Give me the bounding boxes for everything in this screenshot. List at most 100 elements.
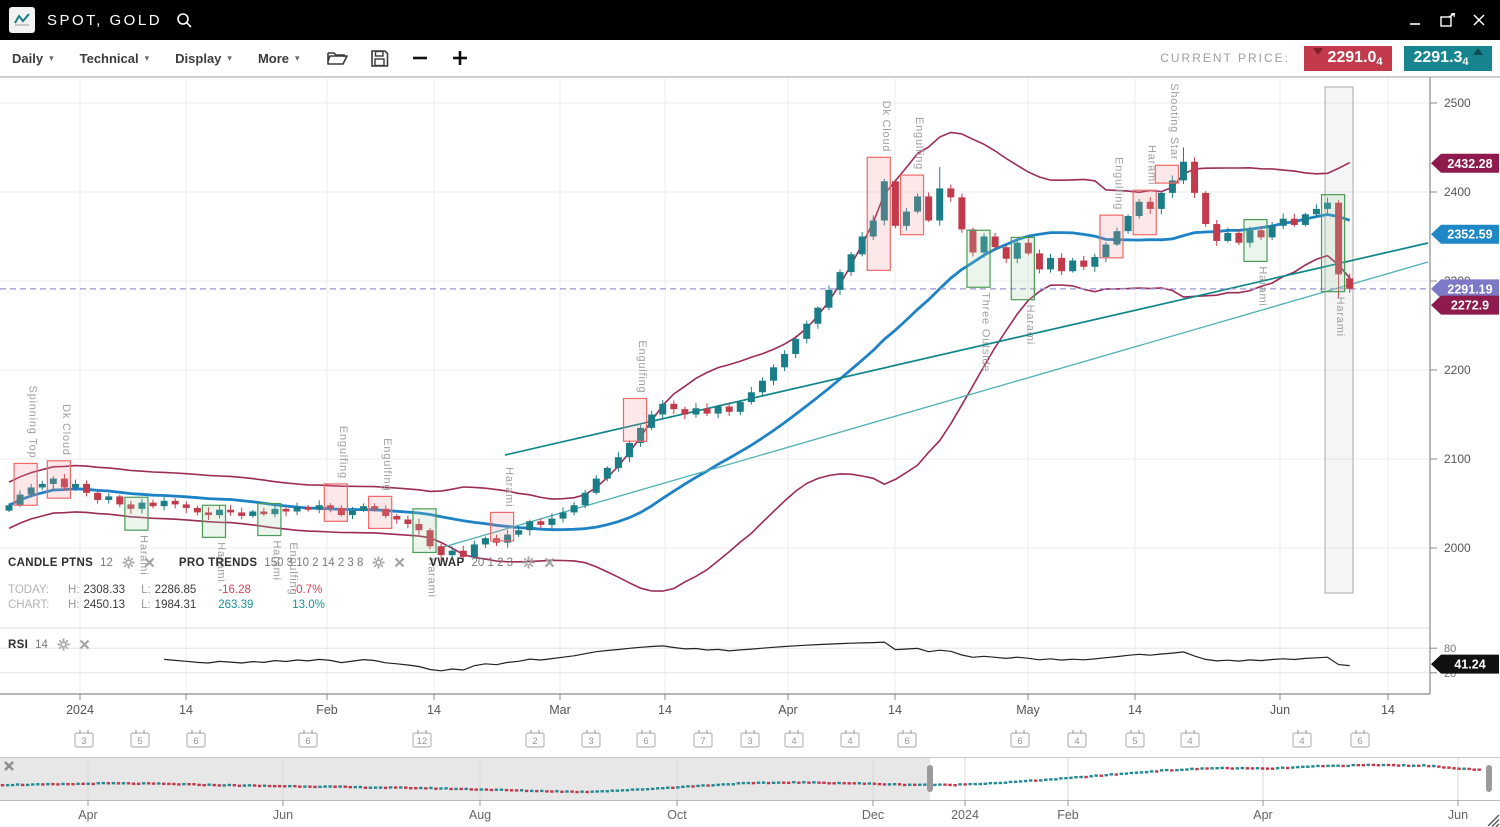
- calendar-badge[interactable]: 7: [693, 730, 713, 748]
- toolbar: Daily ▾ Technical ▾ Display ▾ More ▾: [0, 40, 1500, 77]
- bid-price-badge: 2291.0 4: [1304, 45, 1392, 71]
- gridlines: [0, 77, 1500, 694]
- open-folder-button[interactable]: [326, 49, 348, 67]
- calendar-badge[interactable]: 6: [298, 730, 318, 748]
- remove-indicator-icon[interactable]: [544, 557, 555, 568]
- candle: [891, 179, 899, 229]
- down-arrow-icon: [1313, 47, 1324, 55]
- calendar-badge[interactable]: 3: [740, 730, 760, 748]
- pattern-date-badges: 3 5 6 6 12 2 3 6 7 3 4 4 6 6 4 5 4 4 6: [74, 730, 1370, 748]
- calendar-badge[interactable]: 6: [186, 730, 206, 748]
- calendar-badge[interactable]: 6: [636, 730, 656, 748]
- remove-indicator-icon[interactable]: [79, 639, 90, 650]
- range-navigator[interactable]: Apr Jun Aug Oct Dec 2024 Feb Apr Jun: [0, 757, 1500, 827]
- x-axis-tick-label: 14: [1381, 703, 1395, 717]
- menu-daily[interactable]: Daily ▾: [12, 51, 54, 66]
- save-button[interactable]: [370, 49, 389, 68]
- svg-text:3: 3: [747, 736, 752, 747]
- candle: [625, 440, 633, 463]
- zoom-out-button[interactable]: [411, 49, 429, 67]
- settings-gear-icon[interactable]: [372, 556, 385, 569]
- candle: [127, 500, 135, 514]
- remove-indicator-icon[interactable]: [394, 557, 405, 568]
- pattern-box-harami: [257, 502, 282, 537]
- pattern-label: Harami: [1257, 266, 1269, 306]
- svg-text:2291.19: 2291.19: [1447, 282, 1492, 296]
- candle: [160, 496, 168, 511]
- candle: [1179, 147, 1187, 184]
- pattern-label: Engulfing: [337, 426, 349, 479]
- calendar-badge[interactable]: 3: [581, 730, 601, 748]
- calendar-badge[interactable]: 4: [1180, 730, 1200, 748]
- candle: [326, 503, 334, 513]
- navigator-tick-label: Dec: [862, 808, 884, 822]
- pattern-box-engulfing: [622, 397, 648, 442]
- candle: [1246, 226, 1254, 248]
- settings-gear-icon[interactable]: [122, 556, 135, 569]
- pattern-label: Dk Cloud: [880, 101, 892, 153]
- calendar-badge[interactable]: 12: [412, 730, 432, 748]
- search-icon[interactable]: [176, 12, 193, 29]
- svg-text:7: 7: [700, 736, 705, 747]
- calendar-badge[interactable]: 4: [1067, 730, 1087, 748]
- calendar-badge[interactable]: 4: [784, 730, 804, 748]
- navigator-mini-series: [0, 763, 1481, 794]
- pattern-box-harami: [412, 508, 437, 554]
- candle: [747, 386, 755, 405]
- candle: [1235, 229, 1243, 246]
- pattern-label: Harami: [1146, 145, 1158, 185]
- pattern-box-harami: [1132, 189, 1157, 236]
- candle: [725, 402, 733, 416]
- candle: [548, 513, 556, 530]
- main-price-chart[interactable]: Spinning Top Dk Cloud Harami Harami Harami En…: [0, 77, 1500, 757]
- svg-text:5: 5: [1132, 736, 1137, 747]
- candle: [393, 514, 401, 524]
- chart-canvas: Spinning Top Dk Cloud Harami Harami Harami En…: [0, 77, 1500, 748]
- candle: [1146, 196, 1154, 214]
- resize-grip[interactable]: [1487, 814, 1500, 827]
- candle: [38, 480, 46, 491]
- zoom-in-button[interactable]: [451, 49, 469, 67]
- pattern-label: Harami: [426, 557, 438, 597]
- y-axis-tick-label: 2500: [1444, 96, 1471, 110]
- candle: [914, 193, 922, 214]
- chevron-down-icon: ▾: [227, 52, 232, 63]
- candle: [260, 507, 268, 516]
- menu-display[interactable]: Display ▾: [175, 51, 232, 66]
- menu-more[interactable]: More ▾: [258, 51, 300, 66]
- candlestick-series: [5, 147, 1354, 562]
- candle: [271, 503, 279, 518]
- minimize-button[interactable]: [1404, 9, 1426, 31]
- calendar-badge[interactable]: 2: [525, 730, 545, 748]
- calendar-badge[interactable]: 4: [840, 730, 860, 748]
- pattern-box-engulfing: [1099, 214, 1124, 259]
- x-axis-tick-label: 14: [179, 703, 193, 717]
- candle: [83, 480, 91, 497]
- navigator-left-handle[interactable]: [927, 765, 933, 792]
- svg-text:4: 4: [1187, 736, 1192, 747]
- pattern-label: Dk Cloud: [60, 404, 72, 456]
- calendar-badge[interactable]: 3: [74, 730, 94, 748]
- navigator-close-button[interactable]: [4, 761, 14, 771]
- remove-indicator-icon[interactable]: [144, 557, 155, 568]
- calendar-badge[interactable]: 6: [897, 730, 917, 748]
- rsi-value-tag: 41.24: [1431, 654, 1499, 674]
- calendar-badge[interactable]: 5: [130, 730, 150, 748]
- calendar-badge[interactable]: 6: [1350, 730, 1370, 748]
- candle: [692, 403, 700, 418]
- settings-gear-icon[interactable]: [522, 556, 535, 569]
- calendar-badge[interactable]: 5: [1125, 730, 1145, 748]
- svg-text:3: 3: [81, 736, 86, 747]
- candle: [426, 527, 434, 550]
- close-button[interactable]: [1468, 9, 1490, 31]
- candle: [382, 505, 390, 519]
- calendar-badge[interactable]: 4: [1292, 730, 1312, 748]
- navigator-right-handle[interactable]: [1486, 765, 1492, 792]
- settings-gear-icon[interactable]: [57, 638, 70, 651]
- y-axis-tick-label: 2000: [1444, 541, 1471, 555]
- menu-technical[interactable]: Technical ▾: [80, 51, 150, 66]
- svg-text:6: 6: [1017, 736, 1022, 747]
- calendar-badge[interactable]: 6: [1010, 730, 1030, 748]
- candle: [1279, 213, 1287, 229]
- popout-window-button[interactable]: [1436, 9, 1458, 31]
